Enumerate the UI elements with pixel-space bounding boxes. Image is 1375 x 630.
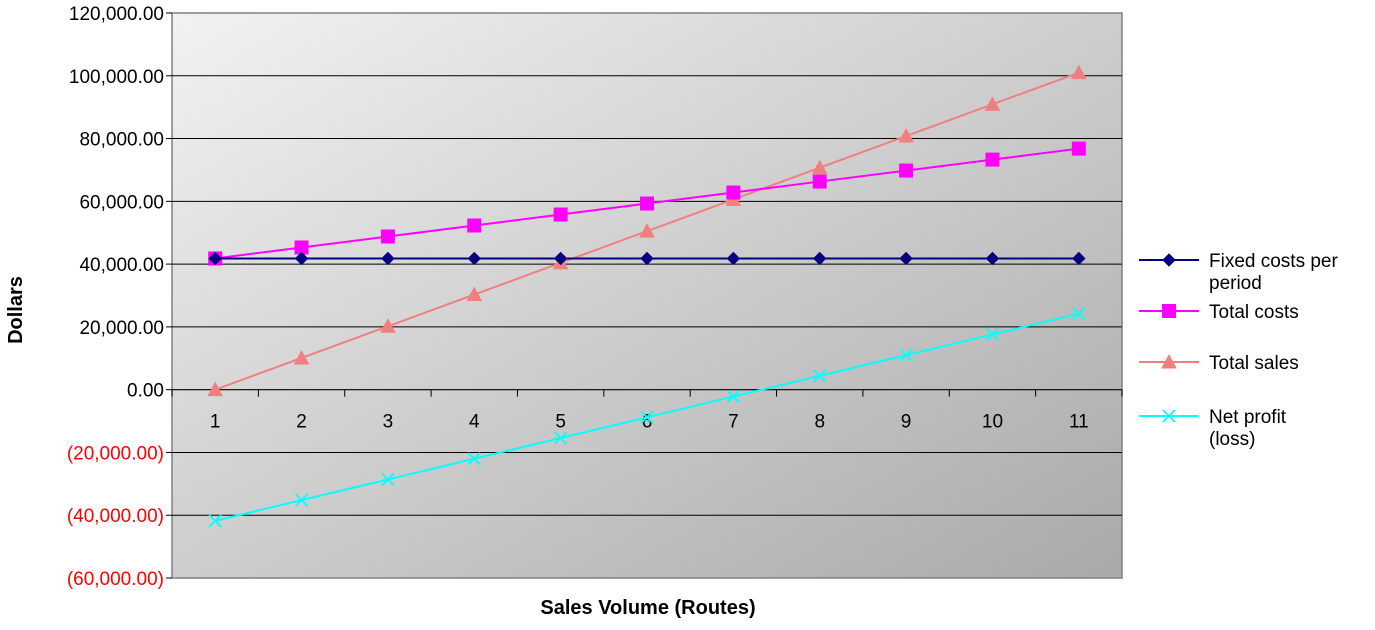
data-point <box>985 327 1000 342</box>
x-tick-label: 9 <box>901 412 912 433</box>
data-point <box>640 196 654 211</box>
y-tick-label: (40,000.00) <box>67 506 164 527</box>
legend: Fixed costs per period Total costs Total sa… <box>1139 251 1338 450</box>
legend-marker <box>1162 304 1176 318</box>
x-tick-label: 7 <box>728 412 739 433</box>
data-point <box>467 452 481 466</box>
data-point <box>553 207 568 222</box>
series-1 <box>208 141 1086 266</box>
data-point <box>466 286 483 302</box>
data-point <box>208 514 222 528</box>
data-point <box>639 223 655 238</box>
legend-label: Net profit (loss) <box>1209 407 1287 450</box>
data-point <box>813 251 827 266</box>
data-point <box>207 381 224 397</box>
legend-marker <box>1162 409 1176 423</box>
series-3 <box>208 307 1086 528</box>
data-point <box>1072 307 1086 321</box>
data-point <box>1070 64 1087 80</box>
data-point <box>985 152 1000 167</box>
data-point <box>1071 141 1086 156</box>
x-tick-label: 6 <box>642 412 653 433</box>
data-point <box>553 251 568 266</box>
x-tick-label: 4 <box>469 412 480 433</box>
legend-label: Fixed costs per period <box>1209 251 1338 294</box>
legend-label: Total sales <box>1209 353 1299 374</box>
x-tick-label: 3 <box>383 412 394 433</box>
data-point <box>985 251 1000 266</box>
data-point <box>467 251 481 266</box>
data-point <box>726 389 741 404</box>
y-tick-label: 0.00 <box>127 381 164 402</box>
data-point <box>726 251 741 266</box>
data-point <box>381 472 395 487</box>
series-0 <box>208 251 1086 266</box>
x-tick-label: 5 <box>555 412 566 433</box>
y-tick-label: 100,000.00 <box>69 67 164 88</box>
x-tick-label: 8 <box>814 412 825 433</box>
x-axis-title: Sales Volume (Routes) <box>540 597 755 619</box>
data-point <box>293 349 310 365</box>
legend-item: Total sales <box>1139 353 1299 374</box>
data-point <box>811 159 828 175</box>
legend-item: Net profit (loss) <box>1139 407 1287 450</box>
y-tick-label: (60,000.00) <box>67 569 164 590</box>
data-point <box>898 127 914 143</box>
legend-marker <box>1162 253 1176 267</box>
y-tick-label: 60,000.00 <box>79 192 164 213</box>
y-tick-label: (20,000.00) <box>67 443 164 464</box>
legend-marker <box>1161 353 1177 369</box>
data-point <box>812 174 827 189</box>
data-point <box>899 348 913 362</box>
data-point <box>1072 251 1086 266</box>
data-point <box>294 251 309 266</box>
series-lines <box>207 64 1087 528</box>
data-point <box>208 251 222 266</box>
data-point <box>467 218 482 233</box>
data-point <box>380 229 395 244</box>
x-tick-labels: 1 2 3 4 5 6 7 8 9 10 11 <box>210 412 1089 433</box>
y-tick-label: 80,000.00 <box>79 130 164 151</box>
y-tick-label: 120,000.00 <box>69 4 164 25</box>
data-point <box>640 410 654 424</box>
legend-item: Fixed costs per period <box>1139 251 1338 294</box>
data-point <box>640 251 654 266</box>
data-point <box>984 96 1001 111</box>
y-axis-title: Dollars <box>5 276 27 344</box>
data-point <box>294 493 309 507</box>
data-point <box>813 369 827 383</box>
x-tick-label: 11 <box>1069 412 1089 433</box>
x-tick-label: 10 <box>982 412 1003 433</box>
x-axis <box>171 389 1123 397</box>
plot-area <box>171 12 1123 579</box>
data-point <box>899 163 914 178</box>
data-point <box>380 318 396 333</box>
data-point <box>381 251 395 266</box>
y-axis: 120,000.00 100,000.00 80,000.00 60,000.00 40… <box>67 4 172 590</box>
y-tick-label: 20,000.00 <box>79 318 164 339</box>
y-tick-label: 40,000.00 <box>79 255 164 276</box>
legend-item: Total costs <box>1139 302 1299 323</box>
data-point <box>726 185 741 200</box>
x-tick-label: 2 <box>296 412 307 433</box>
data-point <box>553 431 568 445</box>
data-point <box>899 251 913 266</box>
legend-label: Total costs <box>1209 302 1299 323</box>
x-tick-label: 1 <box>210 412 221 433</box>
